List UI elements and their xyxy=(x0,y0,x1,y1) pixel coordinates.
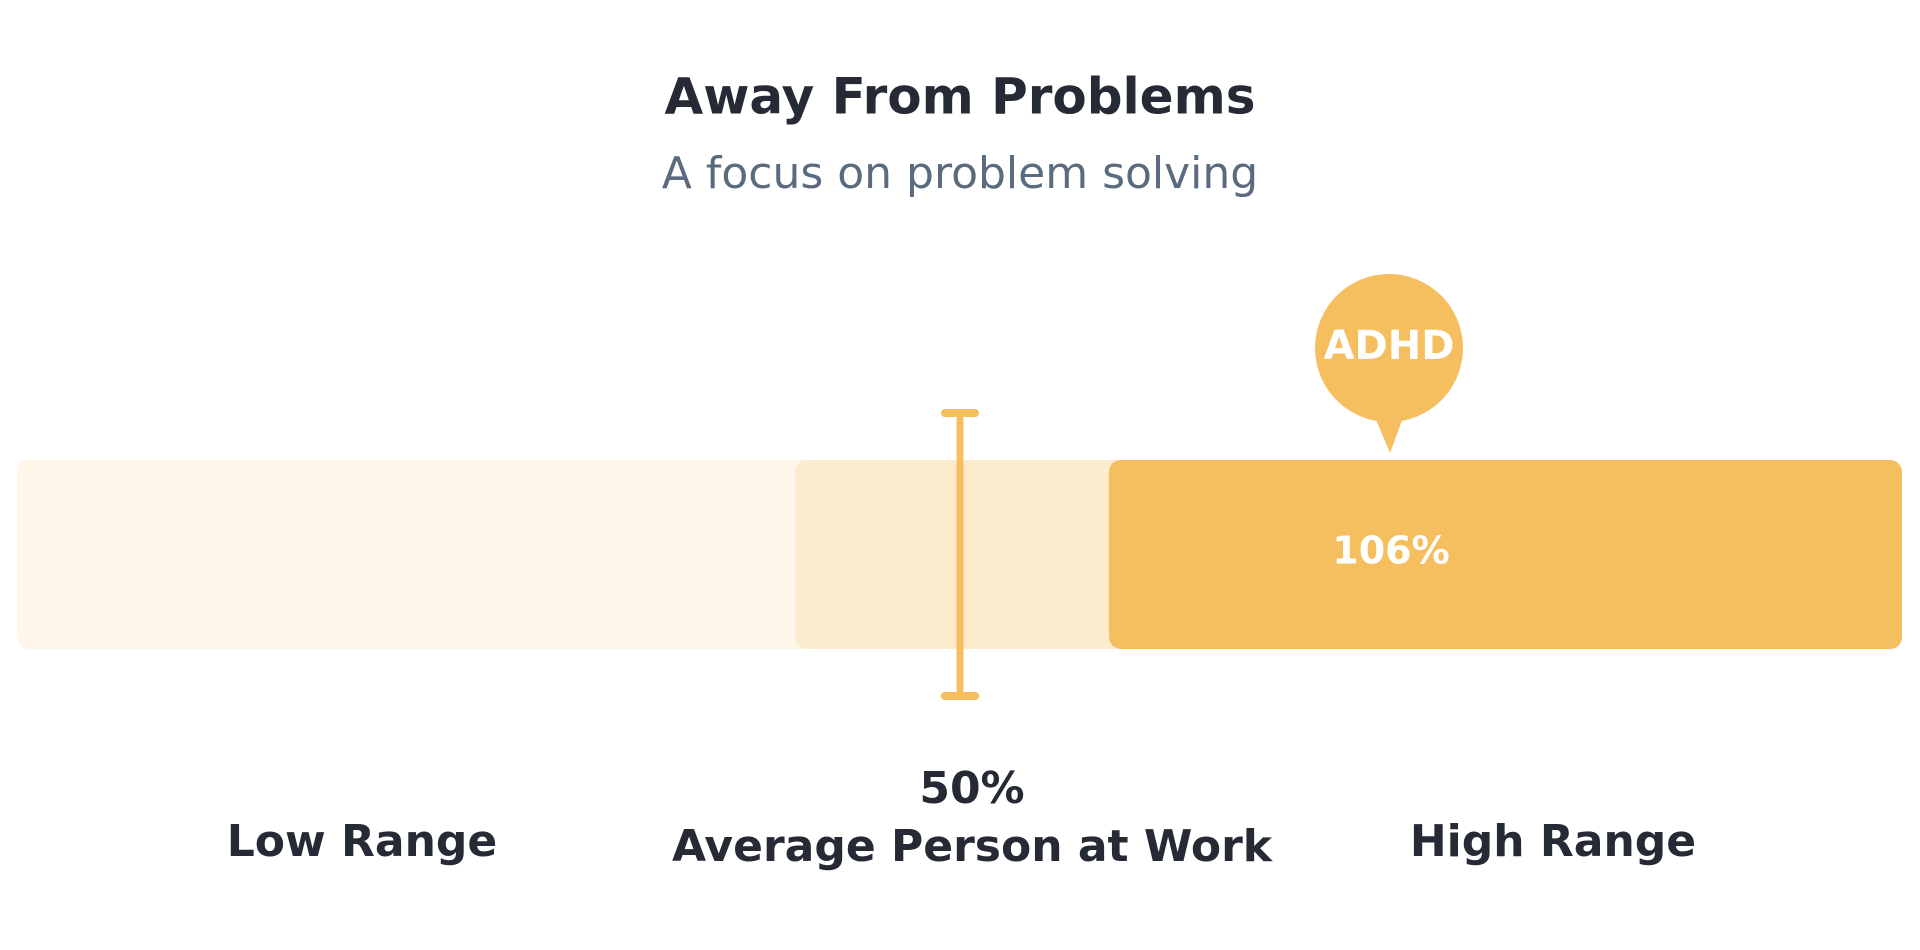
subtitle: A focus on problem solving xyxy=(662,148,1258,199)
adhd-marker: ADHD xyxy=(1315,274,1463,453)
low-range-label: Low Range xyxy=(227,816,497,867)
marker-pointer xyxy=(1374,415,1404,453)
marker-label: ADHD xyxy=(1324,323,1455,369)
marker-bubble xyxy=(1315,274,1463,422)
high-range-band xyxy=(1109,460,1902,649)
average-error-bar xyxy=(941,409,979,700)
average-value: 50% xyxy=(919,763,1024,814)
average-label: Average Person at Work xyxy=(672,821,1274,872)
marker-value: 106% xyxy=(1332,529,1449,573)
high-range-label: High Range xyxy=(1410,816,1696,867)
title: Away From Problems xyxy=(665,68,1256,126)
